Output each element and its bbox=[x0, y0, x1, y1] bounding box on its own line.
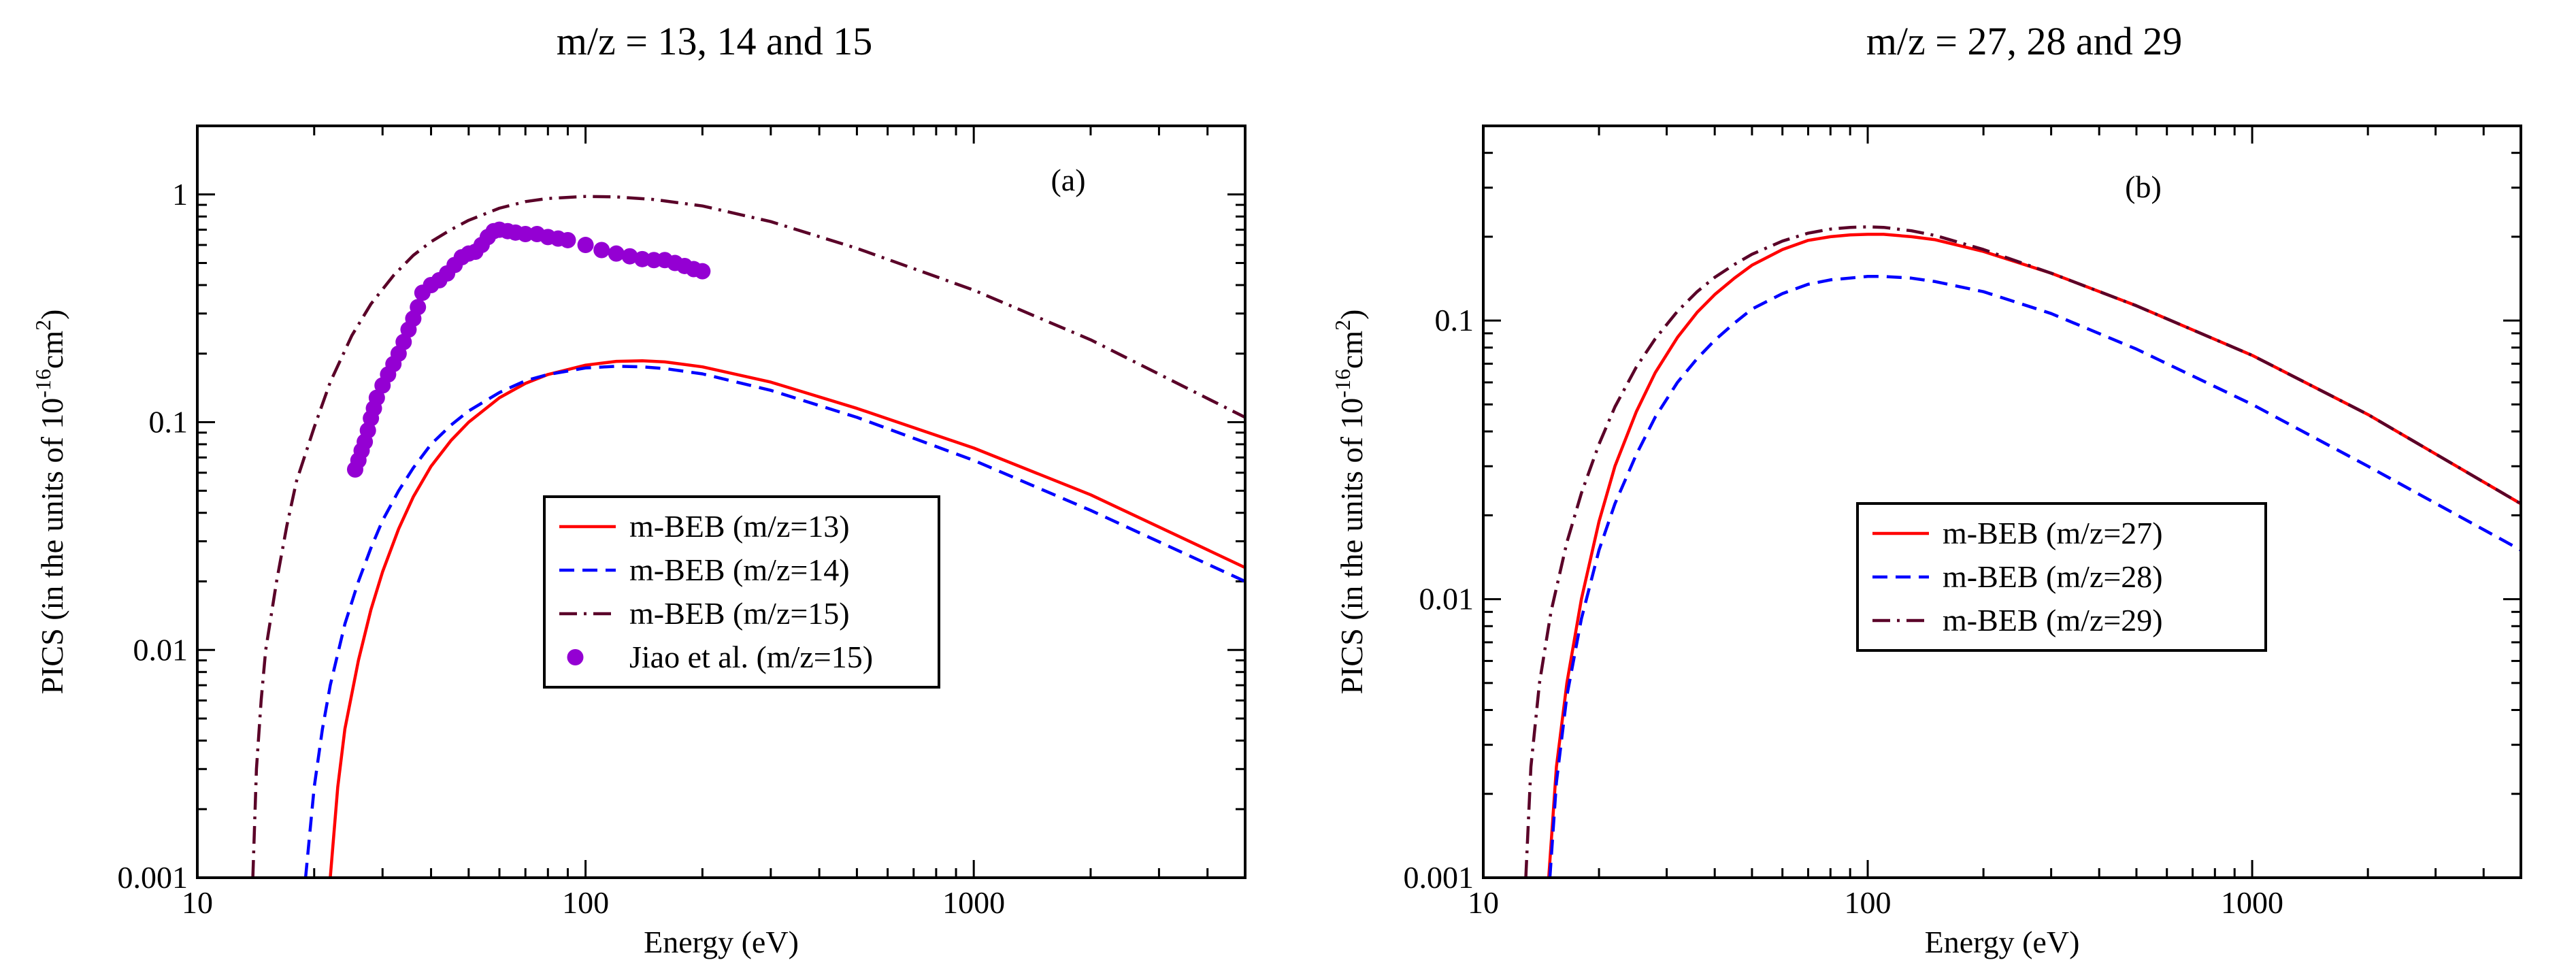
legend-box bbox=[543, 495, 940, 689]
x-axis-label: Energy (eV) bbox=[644, 925, 799, 959]
data-point bbox=[577, 237, 594, 254]
y-tick-label: 0.001 bbox=[1404, 860, 1474, 895]
y-tick-label: 0.001 bbox=[118, 860, 188, 895]
data-point bbox=[395, 333, 412, 350]
data-point bbox=[608, 245, 625, 262]
x-tick-label: 1000 bbox=[942, 885, 1005, 920]
data-point bbox=[559, 231, 576, 248]
y-tick-label: 0.1 bbox=[149, 405, 188, 440]
chart-title: m/z = 13, 14 and 15 bbox=[557, 19, 872, 63]
y-axis-label: PICS (in the units of 10-16cm2) bbox=[1330, 310, 1369, 695]
panel-label: (b) bbox=[2125, 169, 2162, 204]
legend-label: Jiao et al. (m/z=15) bbox=[629, 640, 873, 674]
x-tick-label: 10 bbox=[182, 885, 213, 920]
legend: m-BEB (m/z=27) m-BEB (m/z=28) m-BEB (m/z=2… bbox=[1856, 502, 2267, 652]
series-line-2 bbox=[303, 365, 1245, 878]
legend-label: m-BEB (m/z=27) bbox=[1943, 516, 2163, 550]
x-tick-label: 1000 bbox=[2221, 885, 2283, 920]
legend-label: m-BEB (m/z=29) bbox=[1943, 603, 2163, 638]
x-tick-label: 10 bbox=[1468, 885, 1499, 920]
data-point bbox=[593, 242, 610, 259]
series-line-3 bbox=[251, 195, 1245, 878]
data-point bbox=[368, 389, 385, 406]
chart-panel-b: m/z = 27, 28 and 29 10 100 1000 0.001 0.01 0.1… bbox=[1330, 19, 2522, 959]
data-point bbox=[410, 299, 427, 316]
x-tick-label: 100 bbox=[562, 885, 609, 920]
panel-label: (a) bbox=[1051, 163, 1085, 197]
legend-label: m-BEB (m/z=14) bbox=[629, 552, 850, 587]
data-point bbox=[517, 225, 534, 242]
chart-title: m/z = 27, 28 and 29 bbox=[1866, 19, 2182, 63]
y-tick-label: 0.1 bbox=[1435, 303, 1474, 337]
y-tick-label: 0.01 bbox=[1419, 582, 1474, 616]
data-point bbox=[621, 248, 638, 265]
x-tick-label: 100 bbox=[1845, 885, 1892, 920]
legend-label: m-BEB (m/z=15) bbox=[629, 596, 850, 631]
chart-panel-a: m/z = 13, 14 and 15 10 100 1000 0.001 0.01 0.1… bbox=[31, 19, 1246, 959]
series-group bbox=[1524, 225, 2521, 878]
data-point bbox=[694, 263, 711, 280]
x-axis-label: Energy (eV) bbox=[1925, 925, 2080, 959]
data-point bbox=[633, 250, 650, 267]
legend-marker bbox=[567, 649, 584, 665]
series-line-1 bbox=[329, 359, 1245, 878]
y-axis-label: PICS (in the units of 10-16cm2) bbox=[31, 310, 69, 695]
legend-label: m-BEB (m/z=13) bbox=[629, 509, 850, 544]
legend: m-BEB (m/z=13) m-BEB (m/z=14) m-BEB (m/z=1… bbox=[543, 495, 940, 689]
plot-frame bbox=[1482, 125, 2522, 879]
series-line-3 bbox=[1524, 225, 2521, 878]
plot-frame bbox=[196, 125, 1246, 879]
y-tick-label: 0.01 bbox=[133, 632, 188, 667]
legend-label: m-BEB (m/z=28) bbox=[1943, 559, 2163, 594]
y-tick-label: 1 bbox=[172, 177, 188, 212]
series-group bbox=[251, 195, 1245, 878]
